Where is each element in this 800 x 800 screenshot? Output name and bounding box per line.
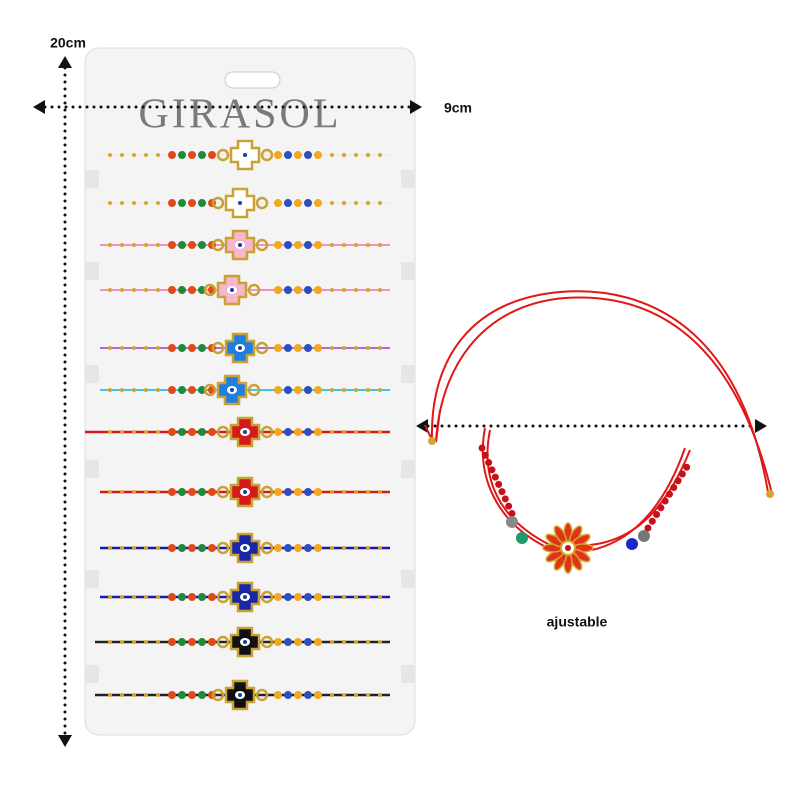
bracelets xyxy=(85,139,390,711)
caption: ajustable xyxy=(547,614,608,630)
sunflower-charm xyxy=(542,522,594,574)
bracelet-beads xyxy=(644,458,694,532)
bracelet-beads xyxy=(478,444,519,524)
dimension-lines xyxy=(43,66,757,737)
arrowheads xyxy=(33,56,767,747)
width-label: 9cm xyxy=(444,100,472,116)
height-label: 20cm xyxy=(50,35,86,51)
card-notches xyxy=(85,170,415,683)
hang-hole xyxy=(224,71,281,89)
red-bracelet xyxy=(424,290,773,551)
accent-beads xyxy=(428,437,774,550)
brand: GIRASOL xyxy=(138,92,341,138)
